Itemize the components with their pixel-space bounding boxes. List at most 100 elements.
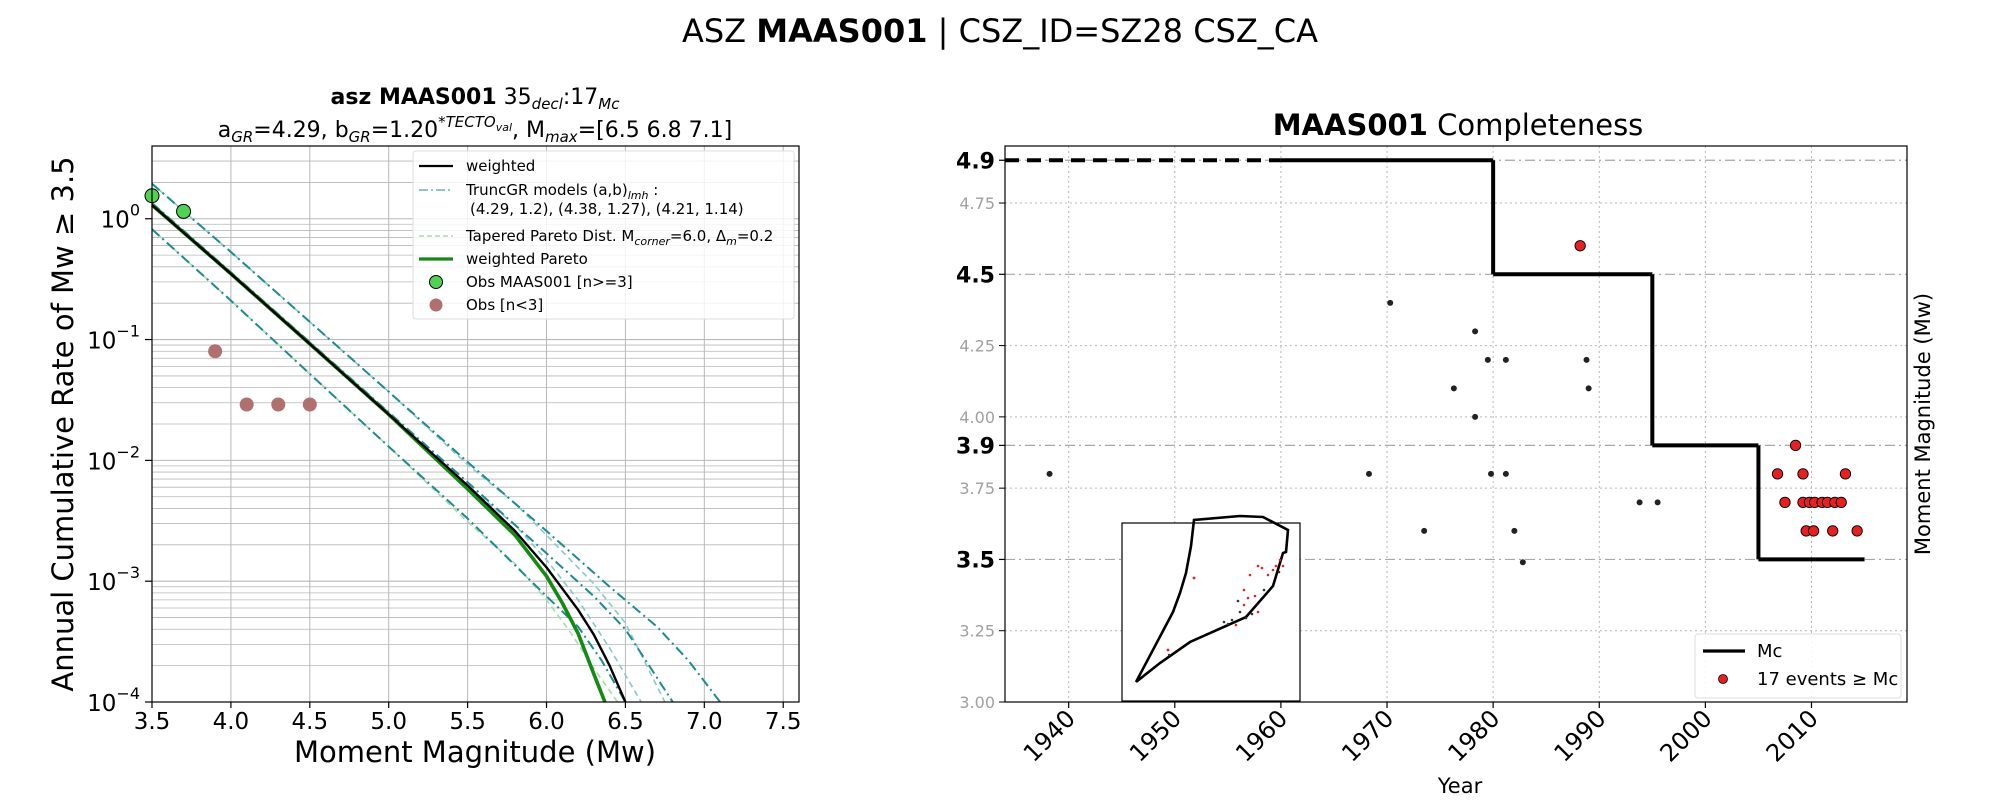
rate-series-truncgr_high <box>151 182 721 703</box>
completeness-x-tick-label: 2000 <box>1655 704 1718 767</box>
completeness-y-tick-label: 4.00 <box>959 408 995 427</box>
completeness-x-tick-label: 1980 <box>1442 704 1505 767</box>
completeness-x-tick-label: 1940 <box>1018 704 1081 767</box>
inset-epicenter <box>1250 612 1254 616</box>
rate-chart-x-label: Moment Magnitude (Mw) <box>294 735 656 769</box>
rate-chart-x-ticks: 3.5 4.0 4.5 5.0 5.5 6.0 6.5 7.0 7.5 <box>134 702 802 735</box>
completeness-mc-reference-lines <box>1005 159 1907 561</box>
legend-label-weighted-pareto: weighted Pareto <box>466 250 588 268</box>
obs-main-point <box>176 203 192 219</box>
rate-series-tapered_high <box>151 183 666 703</box>
event-above-mc <box>1797 468 1809 480</box>
legend-label-mc: Mc <box>1757 641 1782 662</box>
rate-chart-title-line1: asz MAAS001 35decl:17Mc <box>331 85 621 113</box>
completeness-chart-frame <box>1004 145 1908 703</box>
legend-label-weighted: weighted <box>466 157 535 175</box>
rate-series-truncgr_mid <box>151 202 674 703</box>
completeness-legend: Mc 17 events ≥ Mc <box>1694 633 1902 699</box>
rate-x-tick-label: 6.0 <box>528 709 565 735</box>
rate-series-truncgr_low <box>151 228 627 703</box>
event-above-mc <box>1574 240 1586 252</box>
inset-epicenter <box>1242 588 1246 592</box>
completeness-x-tick-label: 1950 <box>1124 704 1187 767</box>
completeness-y-tick-label: 3.25 <box>959 622 995 641</box>
figure-title: ASZ MAAS001 | CSZ_ID=SZ28 CSZ_CA <box>682 12 1318 50</box>
event-above-mc <box>1807 525 1820 537</box>
rate-y-tick-label: 10−2 <box>87 442 140 475</box>
completeness-y-tick-label: 3.00 <box>959 693 995 712</box>
inset-epicenters <box>1166 558 1285 657</box>
event-below-mc <box>1636 499 1643 506</box>
legend-marker-obs-small <box>429 298 443 312</box>
rate-x-tick-label: 3.5 <box>134 709 171 735</box>
inset-zone-boundary <box>1134 514 1290 684</box>
event-below-mc <box>1488 470 1495 477</box>
event-below-mc <box>1365 470 1372 477</box>
inset-epicenter <box>1262 588 1266 592</box>
completeness-y-label: Moment Magnitude (Mw) <box>1911 293 1935 555</box>
inset-epicenter <box>1248 573 1252 577</box>
inset-epicenter <box>1256 564 1260 568</box>
completeness-x-tick-label: 1960 <box>1230 704 1293 767</box>
obs-small-point <box>208 344 223 359</box>
inset-epicenter <box>1234 623 1238 627</box>
inset-epicenter <box>1236 599 1240 603</box>
rate-y-tick-label: 100 <box>101 201 140 234</box>
rate-series-tapered_mid <box>151 202 642 703</box>
rate-x-tick-label: 4.0 <box>213 709 250 735</box>
inset-epicenter <box>1166 648 1170 652</box>
inset-epicenter <box>1253 594 1257 598</box>
legend-label-obs-main: Obs MAAS001 [n>=3] <box>466 273 633 291</box>
completeness-x-label: Year <box>1437 774 1483 798</box>
inset-epicenter <box>1271 568 1275 572</box>
event-below-mc <box>1450 385 1457 392</box>
inset-epicenter <box>1260 566 1264 570</box>
completeness-legend-box <box>1694 633 1902 699</box>
completeness-y-ticks: 3.00 3.25 3.75 4.00 4.25 4.75 3.5 3.9 4.5 4.9 <box>956 149 1005 712</box>
rate-y-tick-label: 10−1 <box>87 322 140 355</box>
inset-epicenter <box>1238 610 1242 614</box>
inset-epicenter <box>1226 622 1230 626</box>
completeness-x-ticks: 1940 1950 1960 1970 1980 1990 2000 2010 <box>1018 702 1824 767</box>
completeness-x-tick-label: 2010 <box>1761 704 1824 767</box>
event-below-mc <box>1511 527 1518 534</box>
rate-chart-panel: asz MAAS001 35decl:17Mc aGR=4.29, bGR=1.… <box>46 85 802 769</box>
event-below-mc <box>1387 299 1394 306</box>
inset-epicenter <box>1277 570 1281 574</box>
inset-epicenter <box>1266 573 1270 577</box>
completeness-y-tick-label-major: 4.9 <box>956 149 995 174</box>
event-above-mc <box>1835 496 1847 509</box>
event-below-mc <box>1583 356 1590 363</box>
completeness-events <box>1046 240 1863 566</box>
event-above-mc <box>1839 468 1852 480</box>
legend-label-events: 17 events ≥ Mc <box>1757 669 1898 690</box>
event-above-mc <box>1779 496 1791 509</box>
event-below-mc <box>1421 527 1428 534</box>
legend-label-truncgr: TruncGR models (a,b)lmh : <box>465 181 658 202</box>
event-above-mc <box>1827 525 1839 537</box>
rate-x-tick-label: 4.5 <box>292 709 329 735</box>
event-above-mc <box>1789 439 1802 452</box>
rate-chart-series <box>150 182 721 703</box>
obs-small-point <box>302 397 317 412</box>
completeness-y-tick-label-major: 3.5 <box>956 548 995 573</box>
event-below-mc <box>1472 328 1479 335</box>
completeness-y-tick-label: 4.75 <box>959 194 995 213</box>
completeness-y-tick-label-major: 4.5 <box>956 263 995 288</box>
inset-epicenter <box>1244 616 1248 620</box>
rate-x-tick-label: 6.5 <box>607 709 644 735</box>
inset-epicenter <box>1281 564 1285 568</box>
legend-label-tapered: Tapered Pareto Dist. Mcorner=6.0, Δm=0.2 <box>465 227 773 248</box>
event-below-mc <box>1472 413 1479 420</box>
rate-x-tick-label: 7.5 <box>765 709 802 735</box>
rate-series-weighted <box>151 204 627 703</box>
legend-marker-events <box>1718 674 1728 684</box>
inset-epicenter <box>1192 576 1196 580</box>
rate-chart-title-line2: aGR=4.29, bGR=1.20*TECTOval, Mmax=[6.5 6… <box>218 113 733 146</box>
inset-map <box>1121 514 1301 702</box>
event-below-mc <box>1046 470 1053 477</box>
completeness-x-tick-label: 1970 <box>1336 704 1399 767</box>
obs-small-point <box>271 397 286 412</box>
legend-marker-obs-main <box>429 275 443 289</box>
